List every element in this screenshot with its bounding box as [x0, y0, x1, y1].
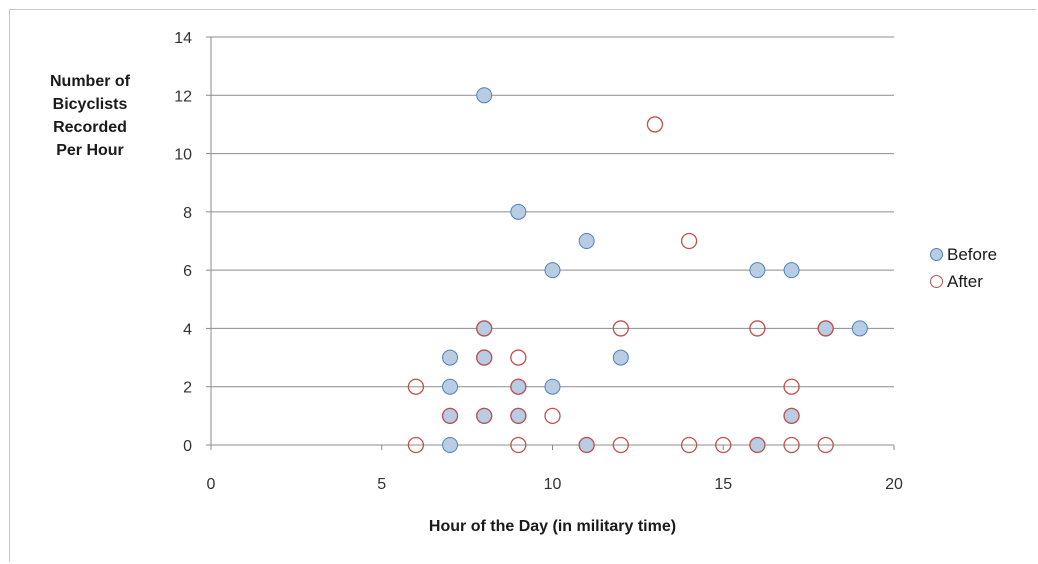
x-tick-label: 20 — [885, 476, 903, 493]
y-axis-label: Number of Bicyclists Recorded Per Hour — [50, 73, 130, 159]
y-tick-label: 0 — [183, 438, 192, 455]
y-tick-label: 2 — [183, 380, 192, 397]
legend-label-before: Before — [947, 244, 998, 264]
legend-item-before: Before — [930, 241, 997, 268]
legend-marker-before — [930, 248, 943, 261]
x-tick-label: 10 — [544, 476, 562, 493]
point-after — [510, 436, 527, 454]
point-after — [749, 320, 766, 337]
y-tick-label: 4 — [183, 321, 192, 338]
point-before — [544, 378, 561, 395]
x-axis-label: Hour of the Day (in military time) — [428, 518, 677, 535]
x-tick-label: 5 — [377, 476, 386, 493]
point-after — [783, 378, 800, 395]
point-before — [578, 233, 595, 249]
point-after — [680, 232, 698, 250]
y-tick-label: 14 — [174, 30, 192, 47]
point-after — [612, 436, 629, 454]
chart-frame — [9, 9, 1036, 562]
point-after — [680, 436, 698, 454]
point-before — [783, 262, 800, 279]
point-before — [510, 203, 527, 220]
legend: Before After — [930, 241, 997, 295]
x-tick-label: 0 — [207, 476, 216, 493]
point-after — [476, 407, 493, 425]
point-after — [749, 436, 766, 454]
point-before — [476, 87, 493, 104]
point-after — [783, 436, 800, 454]
point-after — [612, 320, 629, 337]
point-after — [817, 320, 834, 337]
point-after — [407, 436, 425, 454]
point-before — [749, 262, 766, 279]
point-after — [476, 349, 493, 366]
point-after — [578, 436, 595, 454]
legend-marker-after — [930, 275, 943, 288]
point-before — [442, 349, 459, 366]
point-after — [715, 436, 732, 454]
point-after — [646, 116, 664, 133]
point-before — [544, 262, 561, 279]
point-after — [476, 320, 493, 337]
point-after — [441, 407, 459, 425]
point-after — [407, 378, 425, 395]
y-tick-label: 10 — [174, 147, 192, 164]
point-after — [510, 378, 527, 395]
x-tick-label: 15 — [714, 476, 732, 493]
point-before — [612, 349, 629, 366]
y-tick-label: 6 — [183, 263, 192, 280]
point-after — [544, 407, 561, 425]
point-before — [442, 437, 459, 453]
point-before — [442, 378, 459, 395]
y-tick-label: 12 — [174, 88, 192, 105]
point-after — [510, 407, 527, 425]
point-after — [783, 407, 800, 425]
point-after — [510, 349, 527, 366]
point-before — [851, 320, 868, 337]
legend-item-after: After — [930, 268, 997, 295]
point-after — [817, 436, 834, 454]
legend-label-after: After — [947, 271, 983, 291]
y-tick-label: 8 — [183, 205, 192, 222]
